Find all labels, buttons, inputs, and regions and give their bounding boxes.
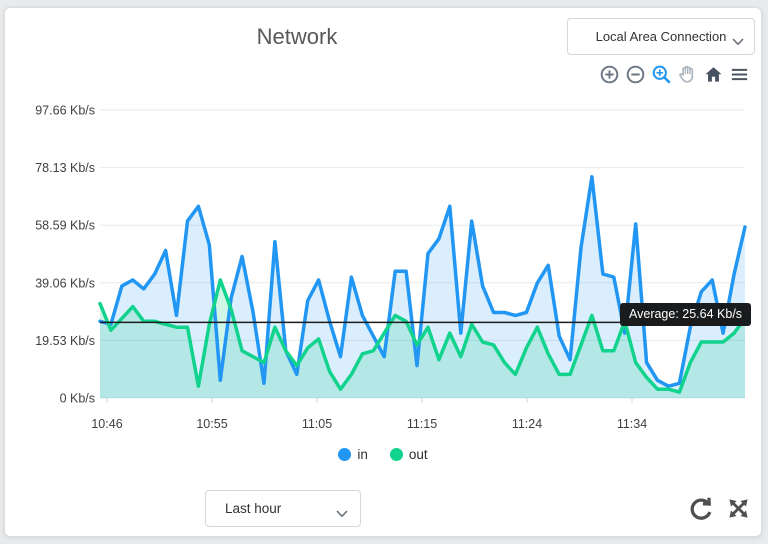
x-tick-label: 11:24	[512, 417, 542, 431]
x-tick-label: 10:55	[196, 417, 227, 431]
expand-icon[interactable]	[724, 494, 752, 522]
footer-actions	[687, 494, 752, 522]
out-series-dot	[389, 448, 403, 461]
out-series-line	[98, 278, 747, 394]
interface-select[interactable]: Local Area Connection	[567, 18, 755, 55]
in-series-line	[98, 175, 747, 388]
legend-item-in[interactable]: in	[338, 447, 368, 462]
time-range-value: Last hour	[225, 501, 282, 516]
zoom-out-icon[interactable]	[624, 63, 646, 85]
home-icon[interactable]	[702, 63, 724, 85]
pan-hand-icon[interactable]	[676, 63, 698, 85]
x-tick-label: 11:05	[302, 417, 332, 431]
chart-legend: in out	[4, 447, 762, 462]
page-title: Network	[256, 24, 338, 49]
box-zoom-icon[interactable]	[650, 63, 672, 85]
refresh-icon[interactable]	[687, 494, 715, 522]
y-tick-label: 58.59 Kb/s	[35, 219, 95, 233]
in-series-dot	[338, 448, 352, 461]
x-tick-label: 11:34	[617, 417, 647, 431]
zoom-in-icon[interactable]	[598, 63, 620, 85]
y-tick-label: 19.53 Kb/s	[35, 334, 95, 348]
legend-item-out[interactable]: out	[389, 447, 428, 462]
average-tooltip: Average: 25.64 Kb/s	[620, 303, 752, 326]
legend-label-out: out	[408, 447, 428, 462]
y-tick-label: 97.66 Kb/s	[35, 104, 95, 118]
y-tick-label: 78.13 Kb/s	[35, 161, 95, 175]
time-range-select[interactable]: Last hour	[205, 490, 361, 527]
legend-label-in: in	[357, 447, 368, 462]
menu-icon[interactable]	[728, 63, 750, 85]
y-tick-label: 39.06 Kb/s	[35, 276, 95, 290]
x-tick-label: 10:46	[91, 417, 122, 431]
chart-toolbar	[598, 62, 750, 86]
y-tick-label: 0 Kb/s	[60, 392, 95, 406]
interface-select-value: Local Area Connection	[595, 29, 727, 44]
chevron-down-icon	[732, 34, 744, 49]
network-widget-card	[4, 7, 762, 537]
x-tick-label: 11:15	[407, 417, 437, 431]
chevron-down-icon	[336, 506, 348, 521]
